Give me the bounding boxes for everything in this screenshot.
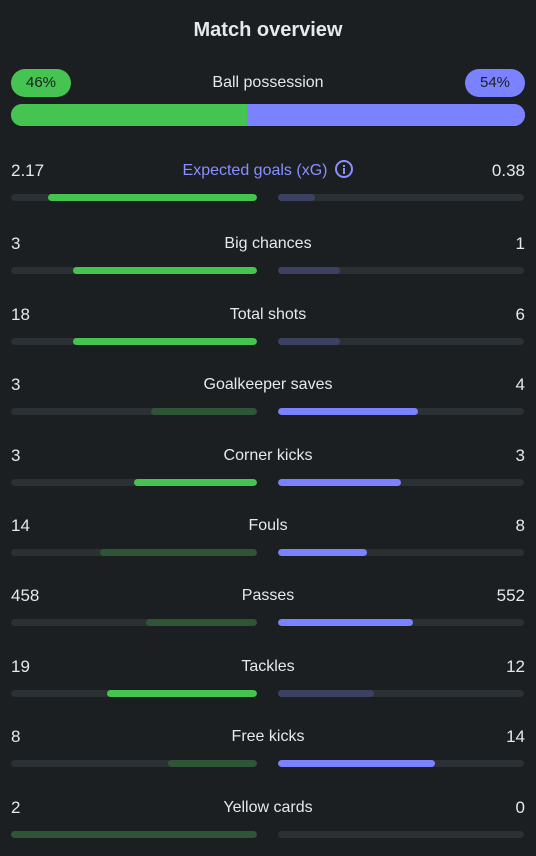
stat-label-text: Goalkeeper saves xyxy=(203,376,333,393)
stat-row: 14 Fouls 8 xyxy=(11,514,525,562)
away-bar-fill xyxy=(278,549,367,556)
home-value: 19 xyxy=(11,657,30,676)
away-value: 4 xyxy=(515,375,525,394)
possession-bar xyxy=(11,104,525,126)
possession-bar-home xyxy=(11,104,248,126)
away-bar-track xyxy=(278,194,524,201)
home-value: 14 xyxy=(11,516,30,535)
away-bar-track xyxy=(278,760,524,767)
stat-row: 3 Big chances 1 xyxy=(11,232,525,280)
home-value: 3 xyxy=(11,234,21,253)
away-value: 552 xyxy=(496,586,525,605)
home-bar-track xyxy=(11,760,257,767)
stat-label-text: Corner kicks xyxy=(223,447,313,464)
stat-label-text: Free kicks xyxy=(231,728,305,745)
home-bar-track xyxy=(11,479,257,486)
away-bar-track xyxy=(278,831,524,838)
home-bar-fill xyxy=(106,690,257,697)
stat-row: 8 Free kicks 14 xyxy=(11,725,525,773)
home-bar-fill xyxy=(11,831,257,838)
possession-header: 46% Ball possession 54% xyxy=(11,69,525,97)
home-possession-badge: 46% xyxy=(11,69,71,97)
away-bar-track xyxy=(278,619,524,626)
stat-row: 2.17 Expected goals (xG) 0.38 xyxy=(11,159,525,207)
stat-row: 3 Goalkeeper saves 4 xyxy=(11,373,525,421)
home-bar-track xyxy=(11,408,257,415)
home-value: 3 xyxy=(11,446,21,465)
home-value: 2.17 xyxy=(11,161,45,180)
away-value: 12 xyxy=(506,657,525,676)
stat-row: 2 Yellow cards 0 xyxy=(11,796,525,844)
possession-bar-away xyxy=(247,104,525,126)
home-bar-fill xyxy=(72,267,257,274)
away-value: 8 xyxy=(515,516,525,535)
away-value: 6 xyxy=(515,305,525,324)
away-bar-track xyxy=(278,267,524,274)
stat-row: 18 Total shots 6 xyxy=(11,303,525,351)
home-bar-track xyxy=(11,194,257,201)
stat-label: Total shots xyxy=(11,303,525,327)
away-bar-fill xyxy=(278,267,340,274)
stat-label: Big chances xyxy=(11,232,525,256)
page-title: Match overview xyxy=(193,19,343,41)
stat-label: Tackles xyxy=(11,655,525,679)
home-value: 458 xyxy=(11,586,40,605)
home-bar-fill xyxy=(47,194,257,201)
home-bar-track xyxy=(11,619,257,626)
away-bar-fill xyxy=(278,760,436,767)
home-value: 18 xyxy=(11,305,30,324)
away-value: 3 xyxy=(515,446,525,465)
home-bar-track xyxy=(11,549,257,556)
away-bar-track xyxy=(278,408,524,415)
stat-label: Yellow cards xyxy=(11,796,525,820)
away-value: 0 xyxy=(515,798,525,817)
home-bar-fill xyxy=(134,479,257,486)
stat-label: Corner kicks xyxy=(11,444,525,468)
away-value: 1 xyxy=(515,234,525,253)
away-possession-badge: 54% xyxy=(465,69,525,97)
stat-label: Goalkeeper saves xyxy=(11,373,525,397)
home-bar-fill xyxy=(168,760,257,767)
stat-row: 3 Corner kicks 3 xyxy=(11,444,525,492)
stat-label-text: Total shots xyxy=(229,306,307,323)
stat-label: Fouls xyxy=(11,514,525,538)
away-bar-track xyxy=(278,338,524,345)
home-bar-fill xyxy=(151,408,257,415)
stat-label-text: Passes xyxy=(241,587,295,604)
away-bar-fill xyxy=(278,619,414,626)
home-bar-track xyxy=(11,690,257,697)
away-bar-fill xyxy=(278,338,340,345)
stat-label: Free kicks xyxy=(11,725,525,749)
stat-label-text: Fouls xyxy=(248,517,288,534)
info-icon[interactable] xyxy=(335,160,354,178)
home-bar-track xyxy=(11,831,257,838)
stat-row: 458 Passes 552 xyxy=(11,584,525,632)
home-bar-track xyxy=(11,338,257,345)
away-bar-fill xyxy=(278,408,419,415)
home-value: 8 xyxy=(11,727,21,746)
away-bar-track xyxy=(278,549,524,556)
away-bar-track xyxy=(278,690,524,697)
away-bar-fill xyxy=(278,690,374,697)
away-bar-fill xyxy=(278,194,315,201)
home-bar-fill xyxy=(72,338,257,345)
stat-label: Passes xyxy=(11,584,525,608)
possession-label: Ball possession xyxy=(212,74,324,91)
away-bar-fill xyxy=(278,479,401,486)
stat-label-text: Tackles xyxy=(241,658,295,675)
away-value: 0.38 xyxy=(491,161,525,180)
home-value: 3 xyxy=(11,375,21,394)
away-value: 14 xyxy=(506,727,525,746)
stat-label[interactable]: Expected goals (xG) xyxy=(11,159,525,183)
home-bar-fill xyxy=(99,549,257,556)
stat-label-text: Expected goals (xG) xyxy=(182,162,328,179)
home-value: 2 xyxy=(11,798,21,817)
stat-row: 19 Tackles 12 xyxy=(11,655,525,703)
stat-label-text: Yellow cards xyxy=(223,799,313,816)
away-bar-track xyxy=(278,479,524,486)
home-bar-fill xyxy=(146,619,257,626)
stat-label-text: Big chances xyxy=(224,235,312,252)
home-bar-track xyxy=(11,267,257,274)
